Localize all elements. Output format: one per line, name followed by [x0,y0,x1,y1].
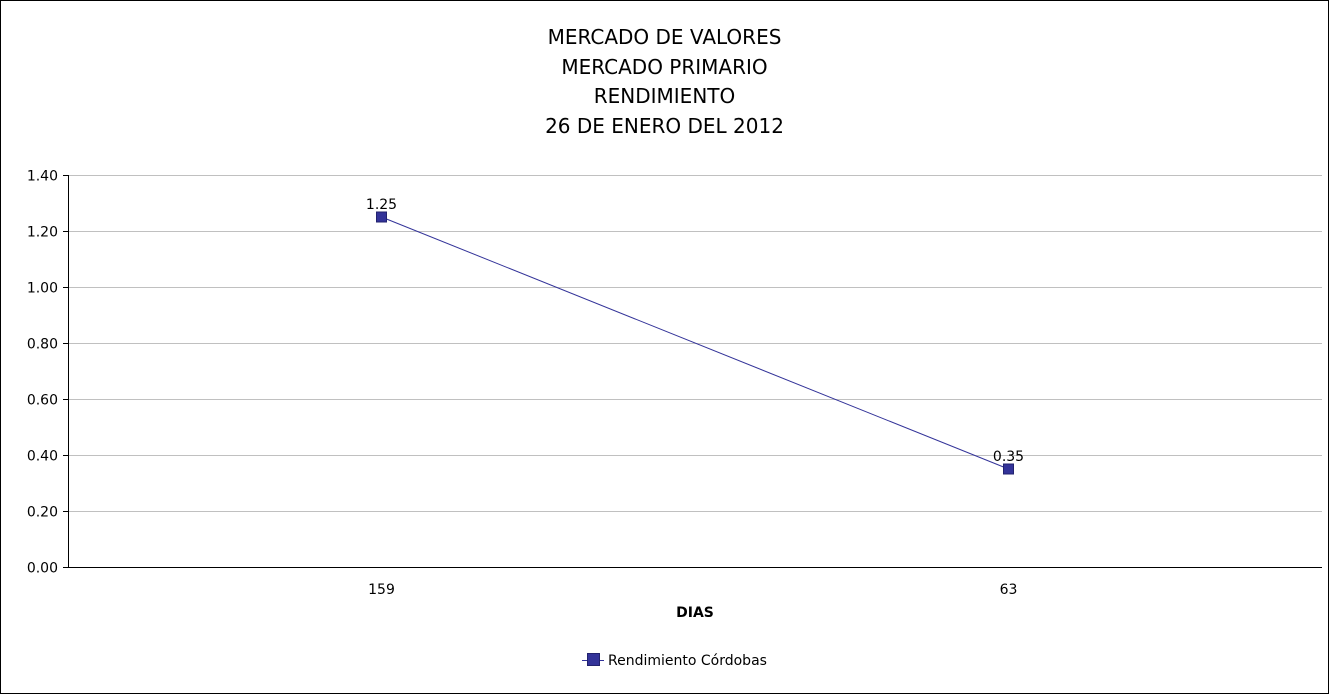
y-tick-label: 1.40 [27,169,58,185]
chart-title-line-2: MERCADO PRIMARIO [561,54,768,79]
y-tick-label: 0.20 [27,505,58,521]
chart-title-line-3: RENDIMIENTO [593,84,736,108]
y-tick-label: 0.40 [27,449,58,465]
chart-title: MERCADO DE VALORES MERCADO PRIMARIO REND… [1,23,1328,141]
data-point [1003,463,1014,475]
axes [63,175,1322,568]
y-axis-ticks: 0.00 0.20 0.40 0.60 0.80 1.00 1.20 1.40 [27,169,58,577]
series-rendimiento-cordobas: 1.25 0.35 [366,197,1024,475]
y-tick-label: 1.20 [27,225,58,241]
chart-title-line-1: MERCADO DE VALORES [547,25,782,49]
x-tick-label: 159 [368,582,395,598]
data-point [376,211,387,223]
y-tick-label: 0.60 [27,393,58,409]
x-axis-ticks: 159 63 [368,582,1017,598]
data-label: 0.35 [993,449,1024,465]
y-tick-label: 0.80 [27,337,58,353]
y-tick-label: 1.00 [27,281,58,297]
legend-label: Rendimiento Córdobas [608,653,767,669]
legend-swatch-icon [582,651,604,671]
x-axis-title: DIAS [676,605,714,621]
chart-title-line-4: 26 DE ENERO DEL 2012 [545,113,784,138]
gridlines [68,175,1322,512]
x-tick-label: 63 [1000,582,1018,598]
data-label: 1.25 [366,197,397,213]
y-tick-label: 0.00 [27,561,58,577]
legend: Rendimiento Córdobas [582,651,767,671]
series-line [381,216,1009,470]
